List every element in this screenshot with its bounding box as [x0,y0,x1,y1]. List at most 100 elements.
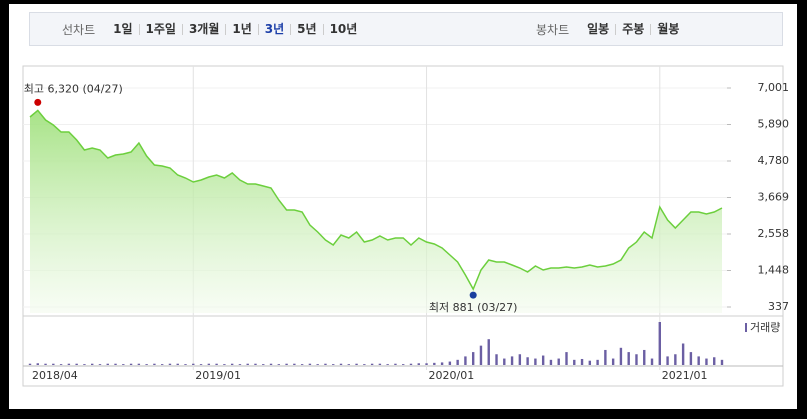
volume-bar [705,358,708,365]
price-line [29,109,723,291]
y-tick-label: 7,001 [758,81,790,94]
volume-bar [697,356,700,365]
y-tick-label: 4,780 [758,154,790,167]
volume-bar [596,359,599,365]
volume-bar [417,363,420,365]
volume-bar [464,356,467,365]
volume-bar [635,354,638,365]
volume-bar [495,354,498,365]
volume-bar [67,363,71,365]
volume-bar [28,363,32,365]
volume-bar [713,357,716,365]
volume-bar [689,352,693,365]
period-tab[interactable]: 3년 [257,23,290,35]
volume-bar [207,363,211,365]
volume-bar [611,358,615,365]
volume-bar [627,352,630,365]
volume-bar [510,356,514,365]
plot-frame [22,65,784,387]
volume-bar [122,364,125,365]
volume-bar [145,364,148,365]
volume-bar [541,355,545,365]
x-tick-label: 2019/01 [195,369,241,382]
volume-bar [129,363,133,365]
line-chart-tabs: 선차트 1일 1주일 3개월 1년 3년 5년 10년 [62,13,363,45]
y-tick-label: 5,890 [758,118,790,131]
x-tick-label: 2018/04 [32,369,78,382]
volume-bar [75,363,78,365]
volume-bar [471,352,475,365]
volume-legend-swatch [745,323,747,332]
volume-bar [479,345,483,365]
volume-bar [215,363,218,365]
volume-bar [52,363,55,365]
volume-bar [448,361,452,365]
volume-bar [518,354,522,365]
volume-bar [650,358,654,365]
volume-bar [588,360,592,365]
volume-bar [168,363,172,365]
volume-bar [643,349,646,365]
volume-bar [674,354,677,365]
period-tab[interactable]: 3개월 [181,23,225,35]
volume-bar [378,363,382,365]
period-tab[interactable]: 5년 [290,23,322,35]
volume-bar [347,364,350,365]
volume-bar [425,363,428,365]
volume-bar [153,363,156,365]
period-tab[interactable]: 10년 [322,23,364,35]
volume-bar [83,364,86,365]
volume-bar [534,358,537,365]
volume-bar [262,364,265,365]
frame: 선차트 1일 1주일 3개월 1년 3년 5년 10년 봉차트 일봉 주봉 월봉 337 1,44… [9,4,797,409]
period-tab[interactable]: 1주일 [138,23,182,35]
period-tab[interactable]: 주봉 [615,23,650,35]
volume-bar [192,363,195,365]
high-marker [34,98,42,106]
volume-bar [184,364,187,365]
volume-bar [114,363,117,365]
period-tab[interactable]: 1년 [225,23,257,35]
y-tick-label: 3,669 [758,191,790,204]
volume-bar [433,362,436,365]
chart: 337 1,448 2,558 3,669 4,780 5,890 7,001 2018/04… [22,65,790,387]
y-tick-label: 1,448 [758,263,790,276]
volume-legend: 거래량 [750,321,780,334]
volume-bar [370,363,374,365]
volume-bar [487,339,490,365]
volume-bar [619,347,623,365]
volume-bar [339,363,343,365]
volume-bar [137,363,141,365]
volume-bar [363,364,366,365]
volume-bar [300,364,304,365]
volume-bar [293,363,296,365]
volume-bar [402,364,405,365]
volume-bar [199,364,203,365]
volume-bar [324,363,327,365]
volume-bar [681,343,685,365]
volume-bar [666,356,669,365]
period-tab[interactable]: 1일 [113,21,133,36]
period-tab[interactable]: 일봉 [587,21,610,36]
volume-bar [223,364,226,365]
volume-bar [386,364,389,365]
volume-bar [549,359,553,365]
volume-bar [59,364,63,365]
volume-bar [238,364,242,365]
x-tick-label: 2021/01 [662,369,708,382]
volume-bar [557,358,560,365]
volume-bar [580,358,584,365]
period-tab[interactable]: 월봉 [650,23,685,35]
volume-bar [269,363,273,365]
volume-bar [720,359,724,365]
volume-bar [36,363,39,365]
y-tick-label: 2,558 [758,227,790,240]
volume-bar [604,349,607,365]
volume-bar [176,363,179,365]
volume-bar [106,363,109,365]
volume-bar [394,363,397,365]
volume-bar [44,363,47,365]
tab-group-label: 선차트 [62,22,96,37]
low-annotation: 최저 881 (03/27) [429,301,518,314]
